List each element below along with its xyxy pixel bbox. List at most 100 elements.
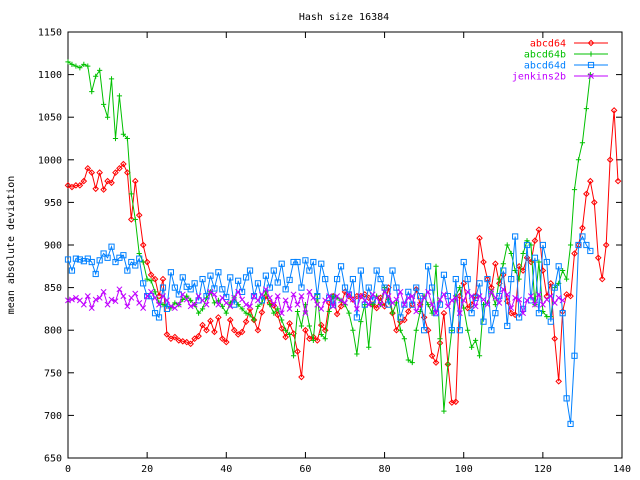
data-point	[333, 275, 341, 283]
data-point	[594, 254, 602, 262]
data-point	[124, 169, 131, 176]
data-point	[401, 301, 408, 308]
data-point	[413, 327, 419, 333]
data-point	[448, 327, 455, 334]
data-point	[484, 301, 491, 308]
data-point	[179, 274, 186, 281]
data-point	[460, 258, 467, 266]
data-point	[89, 89, 95, 95]
data-point	[203, 301, 210, 308]
data-point	[97, 67, 103, 73]
data-point	[298, 323, 305, 329]
data-point	[571, 352, 578, 359]
data-point	[567, 242, 574, 248]
data-point	[349, 275, 357, 283]
data-point	[96, 294, 103, 301]
data-point	[84, 255, 91, 262]
data-point	[413, 284, 420, 291]
data-point	[373, 267, 380, 274]
data-point	[278, 325, 285, 332]
data-point	[559, 297, 566, 304]
data-point	[219, 294, 226, 301]
data-point	[287, 331, 293, 338]
data-point	[338, 297, 344, 304]
data-point	[588, 51, 594, 57]
data-point	[108, 179, 115, 187]
series-abcd64d	[64, 233, 594, 428]
legend-entry: jenkins2b	[512, 72, 608, 83]
data-point	[140, 305, 147, 312]
data-point	[588, 73, 594, 79]
data-point	[366, 344, 372, 350]
data-point	[587, 247, 594, 255]
data-point	[175, 301, 182, 308]
data-point	[393, 326, 400, 334]
data-point	[187, 303, 194, 310]
data-point	[81, 61, 87, 67]
data-point	[64, 182, 72, 189]
data-point	[516, 296, 523, 303]
data-point	[167, 269, 174, 276]
data-point	[286, 305, 293, 312]
data-point	[96, 257, 103, 264]
data-point	[92, 270, 99, 278]
data-point	[614, 177, 622, 185]
data-point	[425, 263, 432, 270]
data-point	[413, 308, 420, 315]
data-point	[144, 276, 150, 282]
data-point	[120, 131, 126, 137]
data-point	[262, 286, 269, 293]
data-point	[468, 293, 475, 300]
series-line	[67, 61, 591, 412]
data-point	[65, 59, 71, 65]
data-point	[326, 294, 333, 301]
data-point	[342, 299, 348, 306]
data-point	[536, 259, 542, 265]
data-point	[152, 294, 159, 301]
legend-entry: abcd64b	[524, 50, 608, 61]
y-tick-label: 1000	[38, 155, 62, 166]
data-point	[302, 257, 309, 264]
data-point	[476, 280, 483, 287]
data-point	[207, 317, 214, 325]
data-point	[417, 301, 424, 308]
data-point	[500, 286, 507, 293]
data-point	[120, 293, 127, 300]
data-point	[583, 190, 590, 198]
data-point	[183, 338, 191, 346]
data-point	[219, 286, 226, 293]
data-point	[349, 296, 356, 303]
data-point	[92, 296, 99, 303]
data-point	[163, 297, 170, 304]
data-point	[183, 296, 190, 303]
data-point	[64, 256, 72, 263]
data-point	[480, 318, 487, 325]
data-point	[179, 337, 187, 345]
data-point	[587, 177, 594, 185]
data-point	[152, 289, 158, 295]
data-point	[373, 294, 380, 301]
data-point	[199, 306, 206, 312]
data-point	[488, 288, 495, 295]
data-point	[283, 327, 289, 333]
data-point	[365, 301, 372, 308]
data-point	[456, 327, 463, 334]
data-point	[469, 344, 475, 350]
data-point	[298, 284, 305, 291]
data-point	[96, 169, 103, 176]
data-point	[93, 73, 99, 79]
y-tick-label: 1100	[38, 70, 62, 81]
data-point	[409, 293, 416, 300]
data-point	[452, 275, 459, 283]
data-point	[112, 169, 119, 176]
data-point	[207, 272, 214, 279]
data-point	[128, 216, 135, 223]
data-point	[151, 275, 159, 283]
data-point	[313, 337, 321, 344]
data-point	[290, 258, 297, 266]
data-point	[464, 304, 471, 312]
y-tick-label: 650	[44, 454, 62, 465]
data-point	[191, 301, 198, 308]
y-tick-label: 900	[44, 241, 62, 252]
